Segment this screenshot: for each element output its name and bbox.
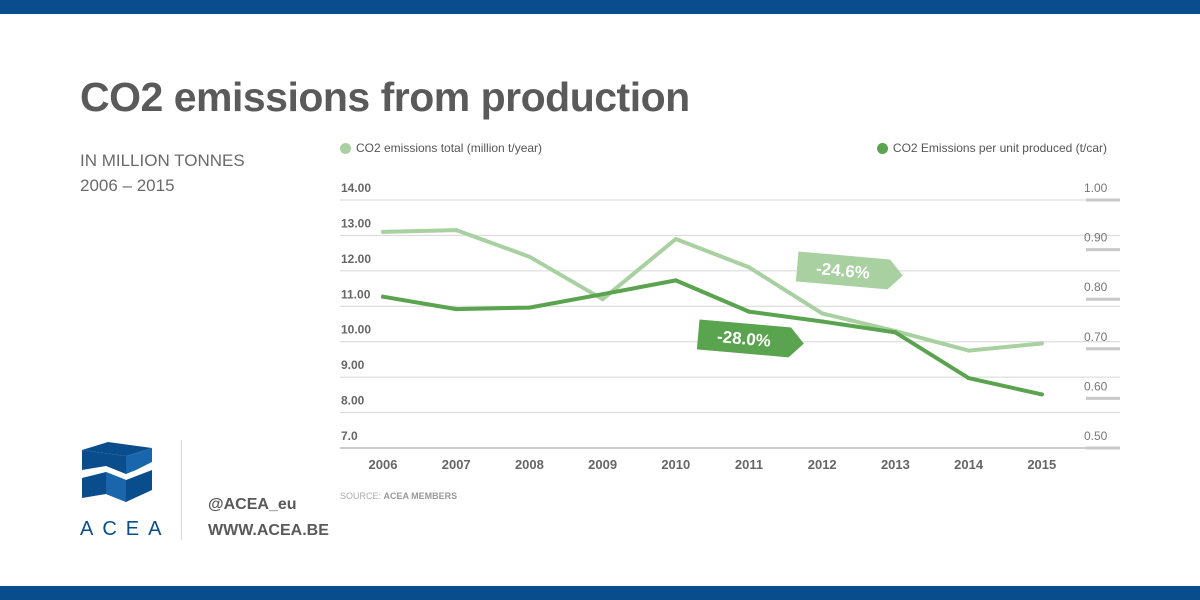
twitter-handle[interactable]: @ACEA_eu xyxy=(208,496,297,513)
social-links: @ACEA_eu WWW.ACEA.BE xyxy=(208,492,329,544)
x-axis-tick-label: 2009 xyxy=(588,457,617,472)
legend-swatch-total xyxy=(340,142,351,154)
right-axis-tick-label: 0.70 xyxy=(1084,330,1108,344)
data-point-total xyxy=(381,229,385,234)
data-point-total xyxy=(454,228,459,233)
website-link[interactable]: WWW.ACEA.BE xyxy=(208,522,329,539)
right-axis-tick-label: 0.90 xyxy=(1084,231,1108,245)
top-brand-bar xyxy=(0,0,1200,14)
badge-total-change: -24.6% xyxy=(795,251,903,290)
data-point-per-unit xyxy=(747,309,751,314)
x-axis-tick-label: 2011 xyxy=(735,457,763,472)
source-prefix: SOURCE: xyxy=(340,491,384,501)
data-point-total xyxy=(600,297,605,302)
left-axis-tick-label: 7.0 xyxy=(341,429,358,443)
data-point-total xyxy=(966,348,971,353)
left-axis-tick-label: 9.00 xyxy=(341,358,365,372)
data-point-per-unit xyxy=(454,307,459,312)
series-line-total xyxy=(381,228,1044,353)
x-axis-tick-label: 2015 xyxy=(1027,457,1056,472)
left-axis-tick-label: 11.00 xyxy=(341,287,371,301)
bottom-brand-bar xyxy=(0,586,1200,600)
legend-item-per-unit: CO2 Emissions per unit produced (t/car) xyxy=(876,141,1107,155)
acea-logo-icon xyxy=(76,440,158,510)
source-note: SOURCE: ACEA MEMBERS xyxy=(340,491,457,501)
right-axis-tick-label: 0.80 xyxy=(1084,280,1108,294)
data-point-per-unit xyxy=(1039,392,1044,397)
data-point-total xyxy=(1039,341,1044,346)
x-axis-tick-label: 2014 xyxy=(954,457,984,472)
x-axis-tick-label: 2013 xyxy=(881,457,910,472)
left-axis-tick-label: 10.00 xyxy=(341,323,371,337)
data-point-per-unit xyxy=(893,330,898,335)
x-axis-tick-label: 2012 xyxy=(808,457,837,472)
source-name: ACEA MEMBERS xyxy=(383,491,458,501)
right-axis-tick-label: 0.50 xyxy=(1084,429,1108,443)
right-axis-tick-label: 1.00 xyxy=(1084,181,1108,195)
data-point-per-unit xyxy=(527,305,532,310)
data-point-per-unit xyxy=(381,294,385,299)
badge-per-unit-change-shape xyxy=(696,319,804,358)
data-point-total xyxy=(527,254,532,259)
footer-divider xyxy=(181,440,182,540)
data-point-total xyxy=(747,265,751,270)
chart-subtitle: IN MILLION TONNES 2006 – 2015 xyxy=(80,148,245,198)
data-point-per-unit xyxy=(673,278,678,283)
legend-label-total: CO2 emissions total (million t/year) xyxy=(356,141,543,155)
data-point-total xyxy=(673,236,678,241)
badge-total-change-shape xyxy=(795,251,903,290)
series-line-per-unit xyxy=(381,278,1044,397)
badge-total-change-label: -24.6% xyxy=(815,259,870,283)
subtitle-unit: IN MILLION TONNES xyxy=(80,151,245,170)
legend-item-total: CO2 emissions total (million t/year) xyxy=(340,141,542,155)
left-axis-tick-label: 12.00 xyxy=(341,252,371,266)
x-axis-tick-label: 2008 xyxy=(515,457,544,472)
x-axis-tick-label: 2007 xyxy=(442,457,471,472)
x-axis-tick-label: 2006 xyxy=(369,457,398,472)
logo-wordmark: ACEA xyxy=(80,518,171,540)
left-axis-tick-label: 13.00 xyxy=(341,216,371,230)
legend-swatch-per-unit xyxy=(876,142,888,154)
page-title: CO2 emissions from production xyxy=(80,74,690,120)
legend-label-per-unit: CO2 Emissions per unit produced (t/car) xyxy=(892,141,1107,155)
data-point-total xyxy=(820,311,825,316)
left-axis-tick-label: 8.00 xyxy=(341,394,365,408)
data-point-per-unit xyxy=(600,292,605,297)
data-point-per-unit xyxy=(966,376,971,381)
x-axis-tick-label: 2010 xyxy=(661,457,690,472)
left-axis-tick-label: 14.00 xyxy=(341,181,371,195)
badge-per-unit-change: -28.0% xyxy=(696,319,804,358)
right-axis-tick-label: 0.60 xyxy=(1084,379,1108,393)
data-point-per-unit xyxy=(820,319,825,324)
subtitle-period: 2006 – 2015 xyxy=(80,176,175,195)
badge-per-unit-change-label: -28.0% xyxy=(716,327,771,351)
